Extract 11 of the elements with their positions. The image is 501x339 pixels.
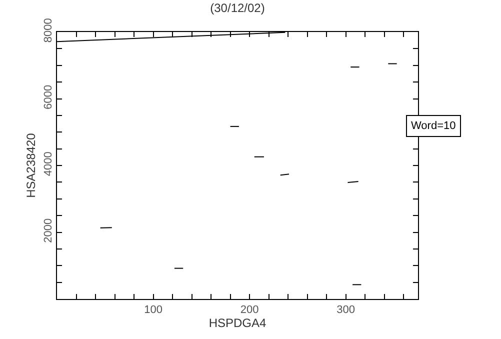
chart-title: (30/12/02) [210, 0, 265, 15]
x-axis-title: HSPDGA4 [208, 316, 266, 330]
annotation: Word=10 [411, 120, 456, 132]
y-tick-label: 6000 [42, 84, 55, 110]
x-tick-label: 200 [240, 304, 259, 316]
x-tick-label: 300 [336, 304, 355, 316]
y-tick-label: 8000 [42, 18, 55, 43]
y-axis-title: HSA238420 [24, 132, 38, 198]
y-tick-label: 2000 [42, 218, 55, 243]
y-tick-label: 4000 [42, 152, 55, 176]
x-tick-label: 100 [144, 304, 162, 316]
